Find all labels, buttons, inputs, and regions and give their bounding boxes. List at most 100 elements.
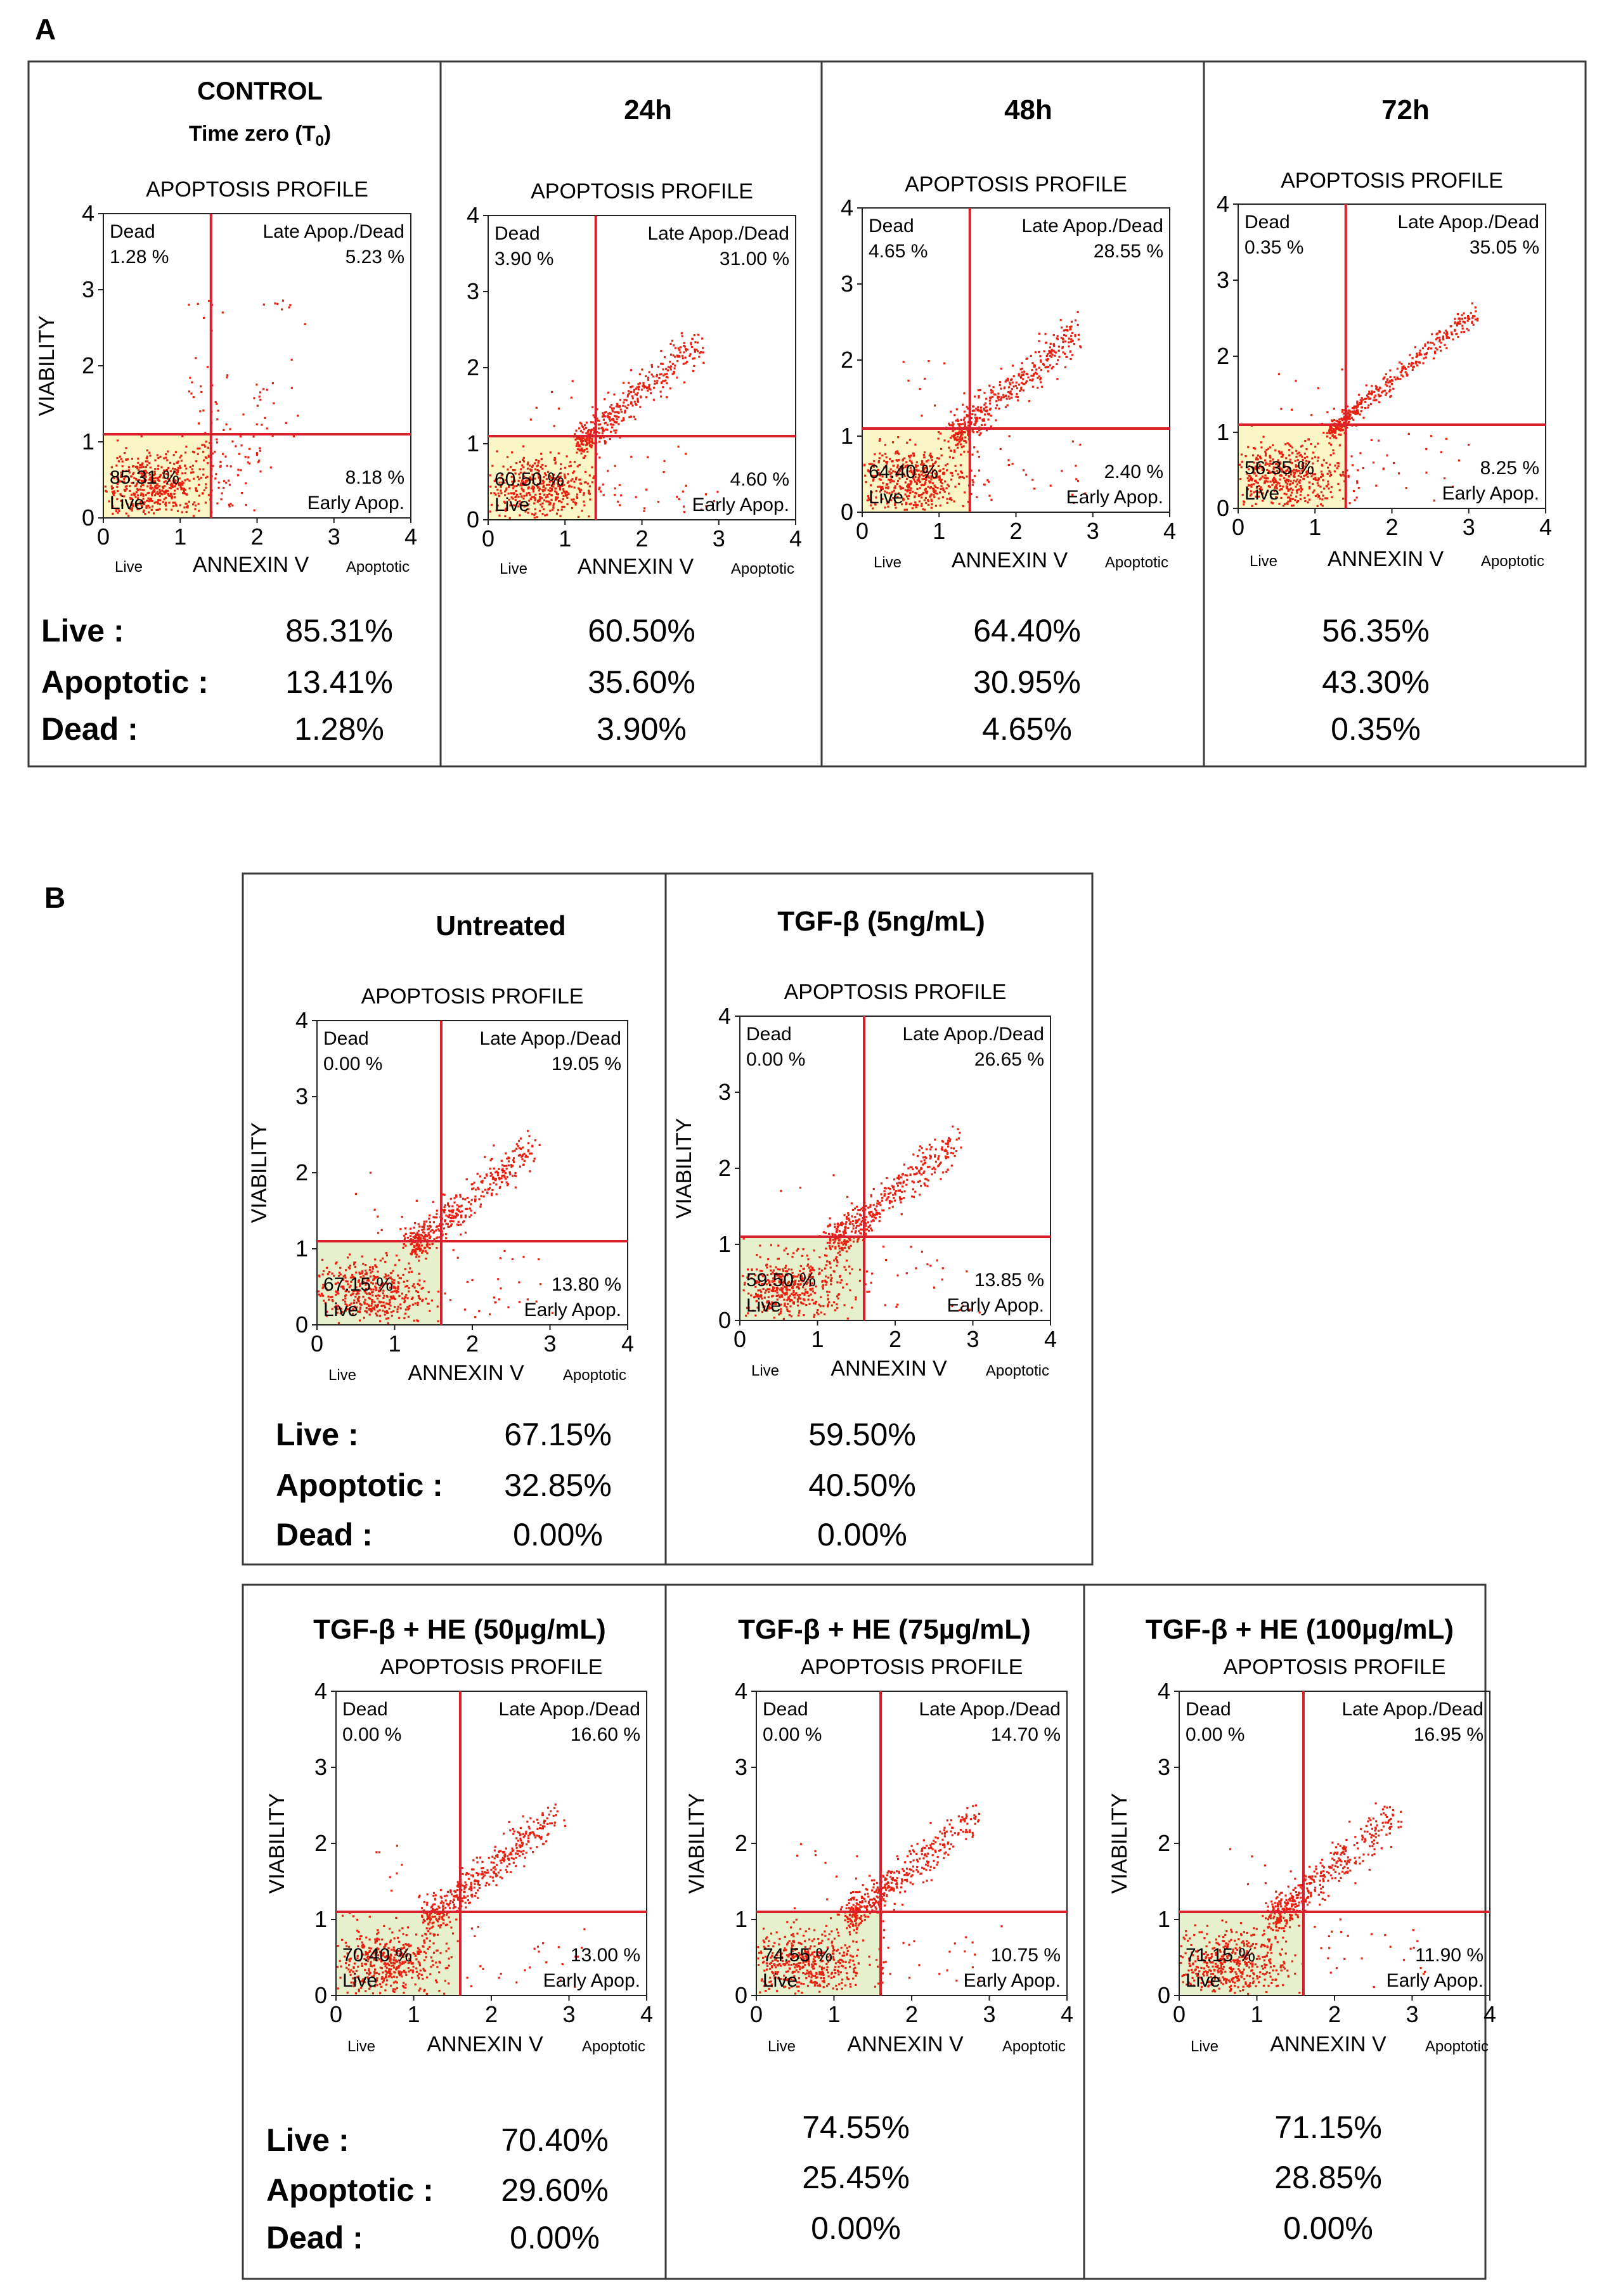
event-dot [491,1189,494,1191]
event-dot [537,500,540,502]
event-dot [505,1168,508,1170]
event-dot [872,465,875,468]
event-dot [141,484,143,486]
event-dot [943,491,946,493]
event-dot [195,487,197,489]
x-axis-hint-apoptotic: Apoptotic [346,558,410,576]
event-dot [937,1157,940,1159]
event-dot [1005,397,1008,400]
event-dot [575,444,578,447]
event-dot [1332,428,1335,430]
event-dot [141,489,144,491]
event-dot [140,492,143,494]
event-dot [408,1271,410,1274]
event-dot [361,1255,363,1258]
event-dot [700,508,702,511]
x-tick-label: 3 [713,526,725,551]
event-dot [1443,332,1445,334]
event-dot [259,470,262,473]
event-dot [262,303,265,306]
event-dot [1295,449,1298,452]
event-dot [245,482,247,485]
event-dot [1317,479,1319,482]
event-dot [943,472,945,474]
x-tick-label: 2 [250,524,263,550]
event-dot [365,1291,367,1294]
event-dot [266,389,268,391]
event-dot [433,1230,436,1233]
event-dot [931,503,933,506]
event-dot [508,1171,511,1173]
event-dot [142,502,145,505]
event-dot [682,490,684,493]
event-dot [962,445,965,448]
event-dot [358,1296,361,1298]
event-dot [697,333,700,336]
event-dot [909,489,912,492]
event-dot [1444,344,1446,346]
x-axis-hint-live: Live [874,554,902,571]
event-dot [164,493,166,495]
event-dot [182,492,184,494]
event-dot [930,475,933,477]
event-dot [398,1277,401,1279]
event-dot [983,403,986,406]
event-dot [553,483,555,486]
event-dot [634,418,637,420]
event-dot [433,1238,436,1241]
event-dot [1079,443,1082,446]
event-dot [923,1182,926,1185]
event-dot [826,1291,829,1293]
event-dot [770,1273,773,1275]
event-dot [1074,319,1077,321]
event-dot [590,421,592,423]
event-dot [1278,482,1281,485]
event-dot [1407,432,1410,435]
event-dot [1066,325,1068,328]
event-dot [1260,477,1262,480]
event-dot [747,1312,749,1315]
event-dot [1357,487,1360,489]
event-dot [576,465,579,468]
event-dot [146,500,148,502]
event-dot [429,1230,432,1233]
event-dot [792,1286,794,1288]
event-dot [1270,471,1272,474]
event-dot [1012,375,1015,378]
event-dot [418,1234,420,1236]
event-dot [358,1311,361,1313]
event-dot [1070,340,1073,343]
event-dot [1258,478,1261,480]
event-dot [1302,461,1305,464]
event-dot [808,1273,811,1275]
event-dot [1272,444,1274,446]
event-dot [995,404,999,406]
event-dot [139,488,141,491]
event-dot [1064,352,1066,355]
event-dot [930,472,933,474]
event-dot [1377,393,1380,396]
event-dot [526,479,529,482]
event-dot [127,466,130,468]
event-dot [344,1297,347,1300]
event-dot [979,432,982,434]
event-dot [970,469,973,472]
event-dot [1255,495,1257,498]
event-dot [669,353,673,356]
event-dot [624,411,626,414]
event-dot [537,486,540,489]
event-dot [164,480,167,482]
event-dot [529,476,532,479]
event-dot [504,1172,507,1175]
event-dot [1275,480,1277,482]
event-dot [563,505,566,508]
event-dot [121,465,124,468]
event-dot [150,508,153,511]
event-dot [891,480,894,482]
event-dot [188,500,190,503]
event-dot [910,471,913,474]
event-dot [526,467,529,470]
x-axis-label: ANNEXIN V [408,1361,524,1385]
event-dot [397,1274,399,1277]
event-dot [392,1296,395,1299]
